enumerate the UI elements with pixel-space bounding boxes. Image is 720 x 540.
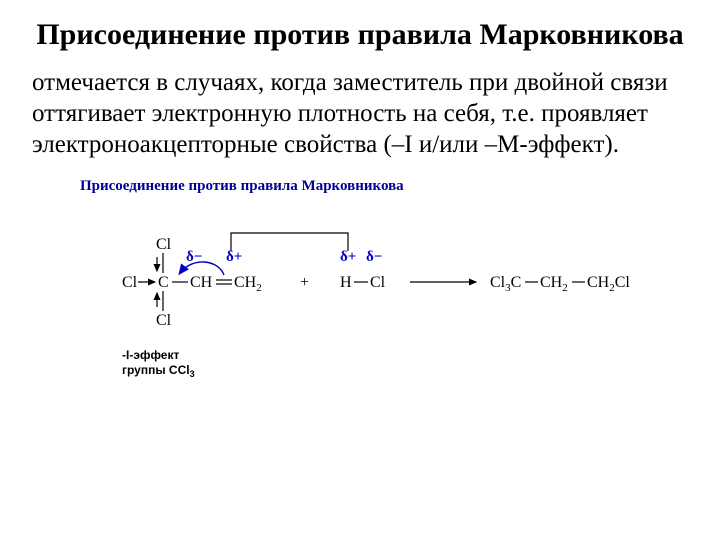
product-ch2a: CH2 bbox=[540, 274, 568, 294]
slide-body-text: отмечается в случаях, когда заместитель … bbox=[32, 67, 688, 161]
product: Cl3C bbox=[490, 274, 521, 294]
reactant-ch2: CH2 bbox=[234, 274, 262, 294]
reactant-center-c: C bbox=[158, 274, 169, 291]
caption-line2: группы CCl3 bbox=[122, 363, 195, 379]
reactant-top-cl: Cl bbox=[156, 236, 172, 253]
caption-line1: -I-эффект bbox=[122, 348, 179, 362]
bracket-top bbox=[231, 233, 348, 251]
delta-right-minus: δ− bbox=[366, 249, 382, 265]
diagram-heading: Присоединение против правила Марковников… bbox=[80, 178, 640, 195]
hcl-h: H bbox=[340, 274, 352, 291]
delta-right-plus: δ+ bbox=[340, 249, 356, 265]
hcl-cl: Cl bbox=[370, 274, 386, 291]
reactant-ch: CH bbox=[190, 274, 213, 291]
product-ch2b: CH2Cl bbox=[587, 274, 630, 294]
plus-sign: + bbox=[300, 274, 309, 291]
diagram-container: Присоединение против правила Марковников… bbox=[32, 178, 688, 381]
reaction-svg: δ− δ+ δ+ δ− Cl Cl C Cl CH bbox=[80, 201, 640, 381]
reaction-diagram: Присоединение против правила Марковников… bbox=[80, 178, 640, 381]
slide-title: Присоединение против правила Марковников… bbox=[32, 18, 688, 53]
reactant-left-cl: Cl bbox=[122, 274, 138, 291]
delta-left-plus: δ+ bbox=[226, 249, 242, 265]
reactant-bottom-cl: Cl bbox=[156, 312, 172, 329]
